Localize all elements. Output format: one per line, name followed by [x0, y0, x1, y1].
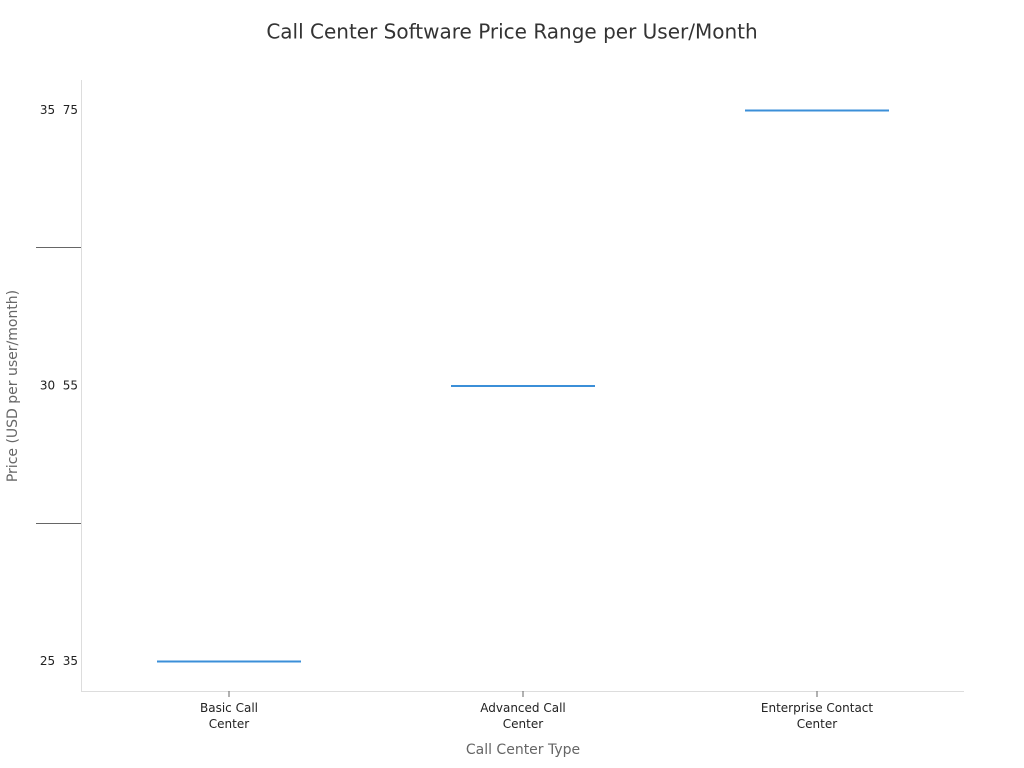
y-tick-label: 25 35 — [40, 654, 78, 668]
y-axis-title: Price (USD per user/month) — [5, 290, 21, 482]
x-tick-label: Basic Call Center — [200, 701, 258, 731]
x-axis-title: Call Center Type — [466, 742, 580, 758]
chart-title: Call Center Software Price Range per Use… — [266, 20, 757, 44]
x-tick-label: Advanced Call Center — [480, 701, 566, 731]
y-tick-label: 30 55 — [40, 379, 78, 393]
x-tick-label: Enterprise Contact Center — [760, 701, 874, 731]
y-tick-label: 35 75 — [40, 103, 78, 117]
